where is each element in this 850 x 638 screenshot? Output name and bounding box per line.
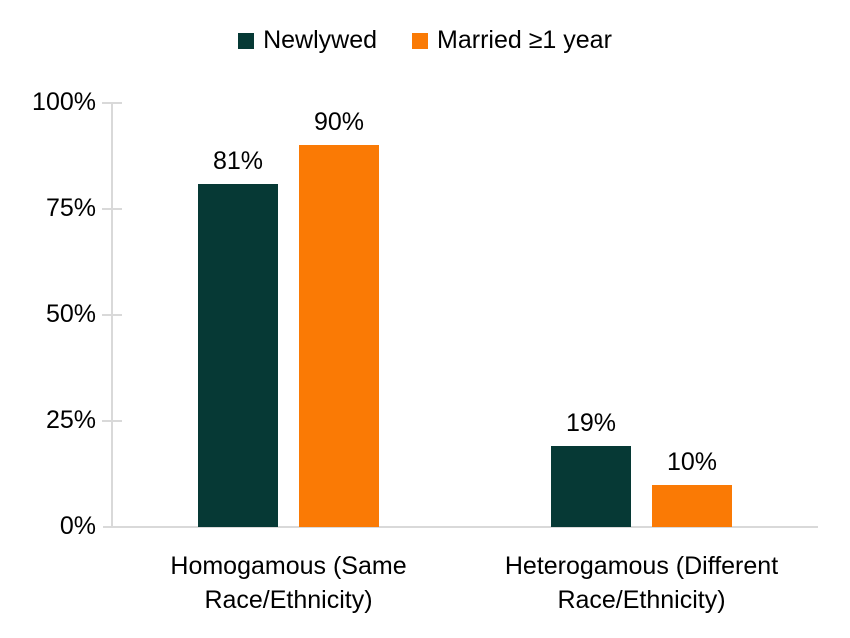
bar-value-label: 19% xyxy=(565,409,617,438)
x-category-label-line: Heterogamous (Different xyxy=(504,552,779,580)
bar-married xyxy=(652,484,732,527)
legend-label-married: Married ≥1 year xyxy=(437,26,612,54)
y-tick-label: 25% xyxy=(45,406,96,434)
x-category-label-line: Homogamous (Same xyxy=(170,552,407,580)
x-category-label: Homogamous (Same Race/Ethnicity) xyxy=(109,549,469,617)
y-tick-label: 0% xyxy=(59,512,96,540)
bar-value-label: 90% xyxy=(313,108,365,137)
y-tick-label: 50% xyxy=(45,300,96,328)
x-axis-line xyxy=(103,526,818,528)
legend-swatch-married-icon xyxy=(412,32,429,49)
legend-swatch-newlywed-icon xyxy=(238,32,255,49)
y-axis-tick xyxy=(102,420,122,422)
legend-label-newlywed: Newlywed xyxy=(263,26,378,54)
y-axis-tick xyxy=(102,208,122,210)
bar-newlywed xyxy=(198,183,278,527)
legend: Newlywed Married ≥1 year xyxy=(0,26,850,55)
y-tick-label: 100% xyxy=(32,88,96,116)
bar-value-label: 81% xyxy=(212,146,264,175)
x-category-label-line: Race/Ethnicity) xyxy=(557,586,726,614)
bar-newlywed xyxy=(551,446,631,527)
y-axis-tick xyxy=(102,314,122,316)
x-category-label: Heterogamous (Different Race/Ethnicity) xyxy=(462,549,822,617)
bar-married xyxy=(299,145,379,527)
y-axis-tick xyxy=(102,102,122,104)
legend-item-newlywed: Newlywed xyxy=(238,26,377,55)
bar-value-label: 10% xyxy=(666,447,718,476)
x-category-label-line: Race/Ethnicity) xyxy=(204,586,373,614)
y-tick-label: 75% xyxy=(45,194,96,222)
legend-item-married: Married ≥1 year xyxy=(412,26,612,55)
